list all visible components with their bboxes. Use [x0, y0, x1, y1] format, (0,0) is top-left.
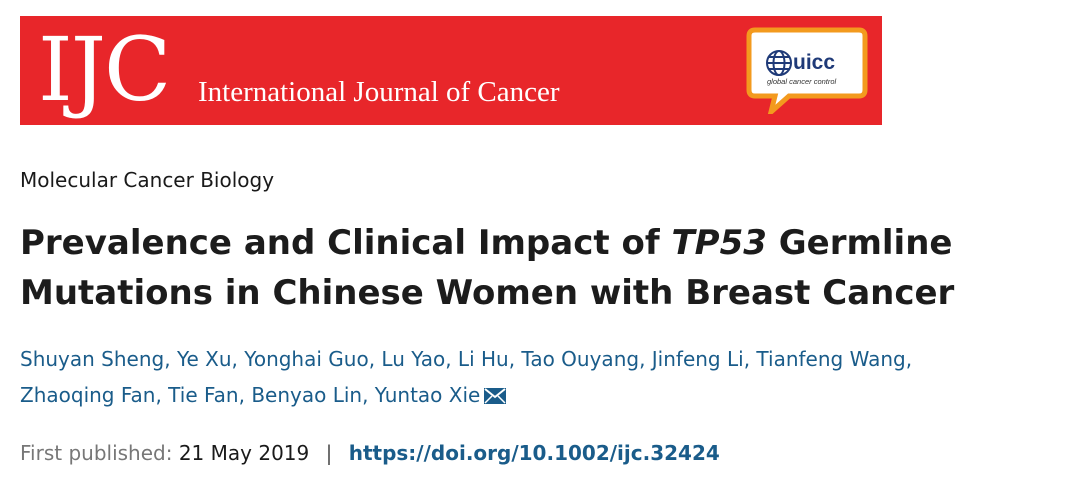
author-link[interactable]: Yonghai Guo,	[244, 347, 376, 371]
author-link[interactable]: Tao Ouyang,	[521, 347, 646, 371]
author-list: Shuyan Sheng, Ye Xu, Yonghai Guo, Lu Yao…	[20, 341, 1070, 413]
author-link[interactable]: Ye Xu,	[176, 347, 238, 371]
envelope-icon[interactable]	[484, 388, 507, 404]
author-link[interactable]: Benyao Lin,	[251, 383, 369, 407]
author-link-corresponding[interactable]: Yuntao Xie	[375, 383, 507, 407]
author-link[interactable]: Jinfeng Li,	[651, 347, 751, 371]
uicc-wordmark: uicc	[793, 51, 836, 74]
author-link[interactable]: Tianfeng Wang,	[756, 347, 913, 371]
journal-name: International Journal of Cancer	[198, 76, 560, 108]
author-link[interactable]: Lu Yao,	[381, 347, 452, 371]
published-date: 21 May 2019	[178, 441, 310, 465]
title-part-1: Prevalence and Clinical Impact of	[20, 223, 672, 263]
globe-icon	[766, 50, 792, 76]
divider: |	[325, 441, 333, 465]
article-title: Prevalence and Clinical Impact of TP53 G…	[20, 218, 1060, 318]
author-link[interactable]: Tie Fan,	[168, 383, 245, 407]
speech-bubble-icon	[746, 27, 868, 114]
journal-banner[interactable]: IJC International Journal of Cancer uicc…	[20, 16, 882, 125]
publication-info: First published: 21 May 2019 | https://d…	[20, 438, 720, 468]
article-section: Molecular Cancer Biology	[20, 168, 275, 192]
title-part-2: Germline Mutations in Chinese Women with…	[20, 223, 955, 313]
author-link[interactable]: Zhaoqing Fan,	[20, 383, 162, 407]
uicc-tagline: global cancer control	[767, 77, 837, 86]
journal-logo: IJC	[38, 18, 171, 121]
published-label: First published:	[20, 441, 173, 465]
title-gene-name: TP53	[671, 223, 767, 263]
author-link[interactable]: Shuyan Sheng,	[20, 347, 171, 371]
author-link[interactable]: Li Hu,	[457, 347, 516, 371]
uicc-logo[interactable]: uicc global cancer control	[745, 26, 869, 114]
doi-link[interactable]: https://doi.org/10.1002/ijc.32424	[348, 441, 720, 465]
